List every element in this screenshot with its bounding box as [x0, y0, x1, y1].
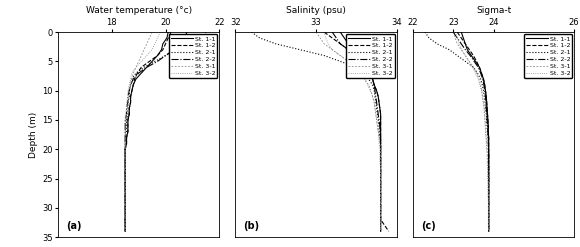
Text: (c): (c) [421, 221, 436, 231]
Legend: St. 1-1, St. 1-2, St. 2-1, St. 2-2, St. 3-1, St. 3-2: St. 1-1, St. 1-2, St. 2-1, St. 2-2, St. … [169, 34, 218, 79]
Y-axis label: Depth (m): Depth (m) [28, 111, 38, 158]
Text: (b): (b) [244, 221, 260, 231]
Text: (a): (a) [66, 221, 82, 231]
Title: Water temperature (°c): Water temperature (°c) [86, 6, 192, 15]
Title: Salinity (psu): Salinity (psu) [286, 6, 346, 15]
Title: Sigma-t: Sigma-t [476, 6, 511, 15]
Legend: St. 1-1, St. 1-2, St. 2-1, St. 2-2, St. 3-1, St. 3-2: St. 1-1, St. 1-2, St. 2-1, St. 2-2, St. … [346, 34, 395, 79]
Legend: St. 1-1, St. 1-2, St. 2-1, St. 2-2, St. 3-1, St. 3-2: St. 1-1, St. 1-2, St. 2-1, St. 2-2, St. … [524, 34, 572, 79]
